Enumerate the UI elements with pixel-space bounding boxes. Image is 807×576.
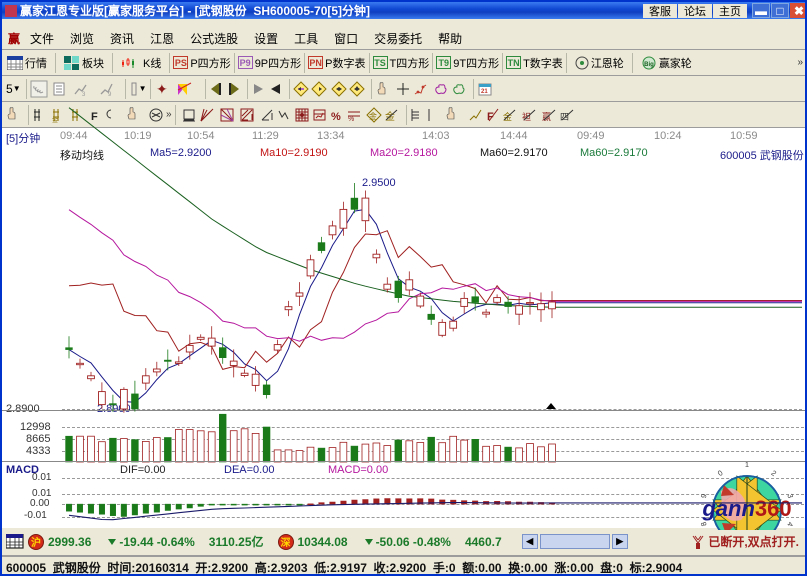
svg-text:金: 金: [369, 111, 377, 121]
svg-text:四: 四: [560, 112, 569, 122]
svg-text:袒: 袒: [522, 111, 531, 122]
svg-text:Big: Big: [644, 62, 654, 68]
svg-text:%: %: [348, 116, 354, 123]
svg-text:21: 21: [481, 89, 488, 95]
svg-text:金: 金: [52, 116, 58, 123]
svg-text:3: 3: [82, 92, 86, 97]
svg-text:%: %: [331, 111, 341, 123]
svg-text:赢: 赢: [542, 111, 551, 122]
svg-text:F: F: [91, 111, 98, 123]
svg-text:9: 9: [108, 92, 112, 97]
svg-text:F: F: [487, 111, 494, 123]
svg-text:✦: ✦: [156, 81, 168, 97]
